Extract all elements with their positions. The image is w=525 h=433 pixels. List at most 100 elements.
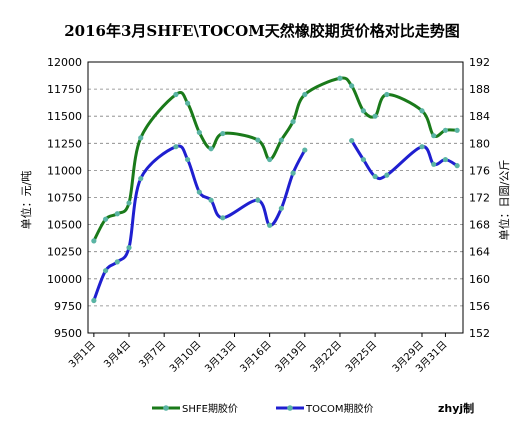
x-tick-label: 3月25日	[343, 339, 379, 375]
right-tick-label: 176	[469, 164, 490, 177]
data-point	[114, 259, 120, 265]
data-point	[278, 137, 284, 143]
data-point	[267, 156, 273, 163]
x-tick-label: 3月1日	[66, 339, 98, 371]
data-point	[454, 127, 460, 133]
data-point	[220, 130, 226, 137]
chart-title: 2016年3月SHFE\TOCOM天然橡胶期货价格对比走势图	[64, 22, 460, 40]
left-tick-label: 10250	[47, 246, 82, 259]
x-tick-label: 3月13日	[202, 339, 238, 375]
data-point	[372, 113, 378, 119]
plot-frame	[87, 61, 464, 334]
left-tick-label: 11250	[47, 137, 82, 150]
data-point	[102, 216, 109, 222]
legend-item-shfe: SHFE期胶价	[152, 402, 238, 415]
left-tick-label: 10500	[47, 219, 82, 232]
left-axis-ticks: 12000 11750 11500 11250 11000 10750 10500 10250…	[47, 56, 82, 340]
data-point	[442, 156, 449, 163]
credit-text: zhyj制	[438, 401, 474, 415]
right-axis-label: 单位：日圆/公斤	[497, 160, 511, 241]
data-point	[114, 211, 120, 217]
series-line	[350, 139, 458, 181]
data-point	[126, 200, 132, 206]
data-point	[220, 215, 226, 221]
series-line	[92, 144, 307, 302]
data-point	[372, 173, 378, 180]
legend-marker-shfe	[163, 405, 169, 411]
x-tick-label: 3月7日	[137, 339, 169, 371]
data-point	[431, 161, 437, 167]
data-point	[302, 147, 308, 153]
legend-label-tocom: TOCOM期胶价	[305, 402, 373, 415]
data-point	[431, 133, 437, 139]
data-point	[290, 119, 296, 125]
series-tocom	[91, 137, 460, 304]
left-axis-label: 单位：元/吨	[19, 171, 33, 230]
data-point	[126, 245, 132, 251]
left-tick-label: 11000	[47, 164, 82, 177]
data-point	[278, 205, 284, 211]
left-tick-label: 10750	[47, 192, 82, 205]
data-point	[208, 197, 214, 203]
right-tick-label: 160	[469, 273, 490, 286]
data-point	[185, 100, 191, 106]
legend-marker-tocom	[287, 405, 293, 411]
data-point	[384, 91, 390, 98]
data-point	[349, 83, 355, 89]
data-point	[360, 108, 366, 114]
data-point	[196, 129, 202, 136]
legend-label-shfe: SHFE期胶价	[182, 402, 238, 415]
data-point	[419, 144, 425, 150]
x-tick-label: 3月4日	[102, 339, 134, 371]
data-point	[454, 163, 460, 169]
right-tick-label: 184	[469, 110, 490, 123]
data-point	[302, 91, 308, 98]
data-point	[173, 91, 179, 98]
right-tick-label: 152	[469, 327, 490, 340]
right-tick-label: 192	[469, 56, 490, 69]
legend-item-tocom: TOCOM期胶价	[276, 402, 373, 415]
x-tick-label: 3月19日	[273, 339, 309, 375]
left-tick-label: 11750	[47, 83, 82, 96]
left-tick-label: 9500	[54, 327, 82, 340]
data-point	[442, 127, 449, 133]
series-layer	[91, 75, 460, 304]
data-point	[267, 222, 273, 228]
data-point	[138, 175, 144, 182]
data-point	[208, 146, 214, 152]
data-point	[419, 108, 425, 114]
series-shfe	[91, 75, 460, 244]
right-tick-label: 164	[469, 246, 490, 259]
right-tick-label: 172	[469, 192, 490, 205]
data-point	[384, 172, 390, 178]
legend: SHFE期胶价 TOCOM期胶价	[152, 402, 373, 415]
data-point	[102, 268, 109, 274]
data-point	[185, 156, 191, 163]
data-point	[91, 238, 97, 244]
grid-lines	[88, 88, 463, 307]
data-point	[255, 197, 261, 203]
left-tick-label: 9750	[54, 300, 82, 313]
right-tick-label: 168	[469, 219, 490, 232]
left-tick-label: 12000	[47, 56, 82, 69]
data-point	[196, 189, 202, 195]
x-tick-label: 3月16日	[238, 339, 274, 375]
left-tick-label: 10000	[47, 273, 82, 286]
data-point	[360, 156, 366, 163]
right-tick-label: 156	[469, 300, 490, 313]
data-point	[173, 144, 179, 150]
x-tick-label: 3月22日	[308, 339, 344, 375]
data-point	[290, 170, 296, 176]
x-axis-ticks: 3月1日 3月4日 3月7日 3月10日 3月13日 3月16日 3月19日 3月22日 3月2…	[66, 333, 450, 375]
data-point	[138, 135, 144, 141]
right-tick-label: 188	[469, 83, 490, 96]
data-point	[255, 137, 261, 143]
right-axis-ticks: 192 188 184 180 176 172 168 164 160 156 152	[469, 56, 490, 340]
data-point	[337, 75, 343, 81]
x-tick-label: 3月10日	[167, 339, 203, 375]
data-point	[349, 137, 355, 144]
right-tick-label: 180	[469, 137, 490, 150]
left-tick-label: 11500	[47, 110, 82, 123]
data-point	[91, 297, 97, 304]
